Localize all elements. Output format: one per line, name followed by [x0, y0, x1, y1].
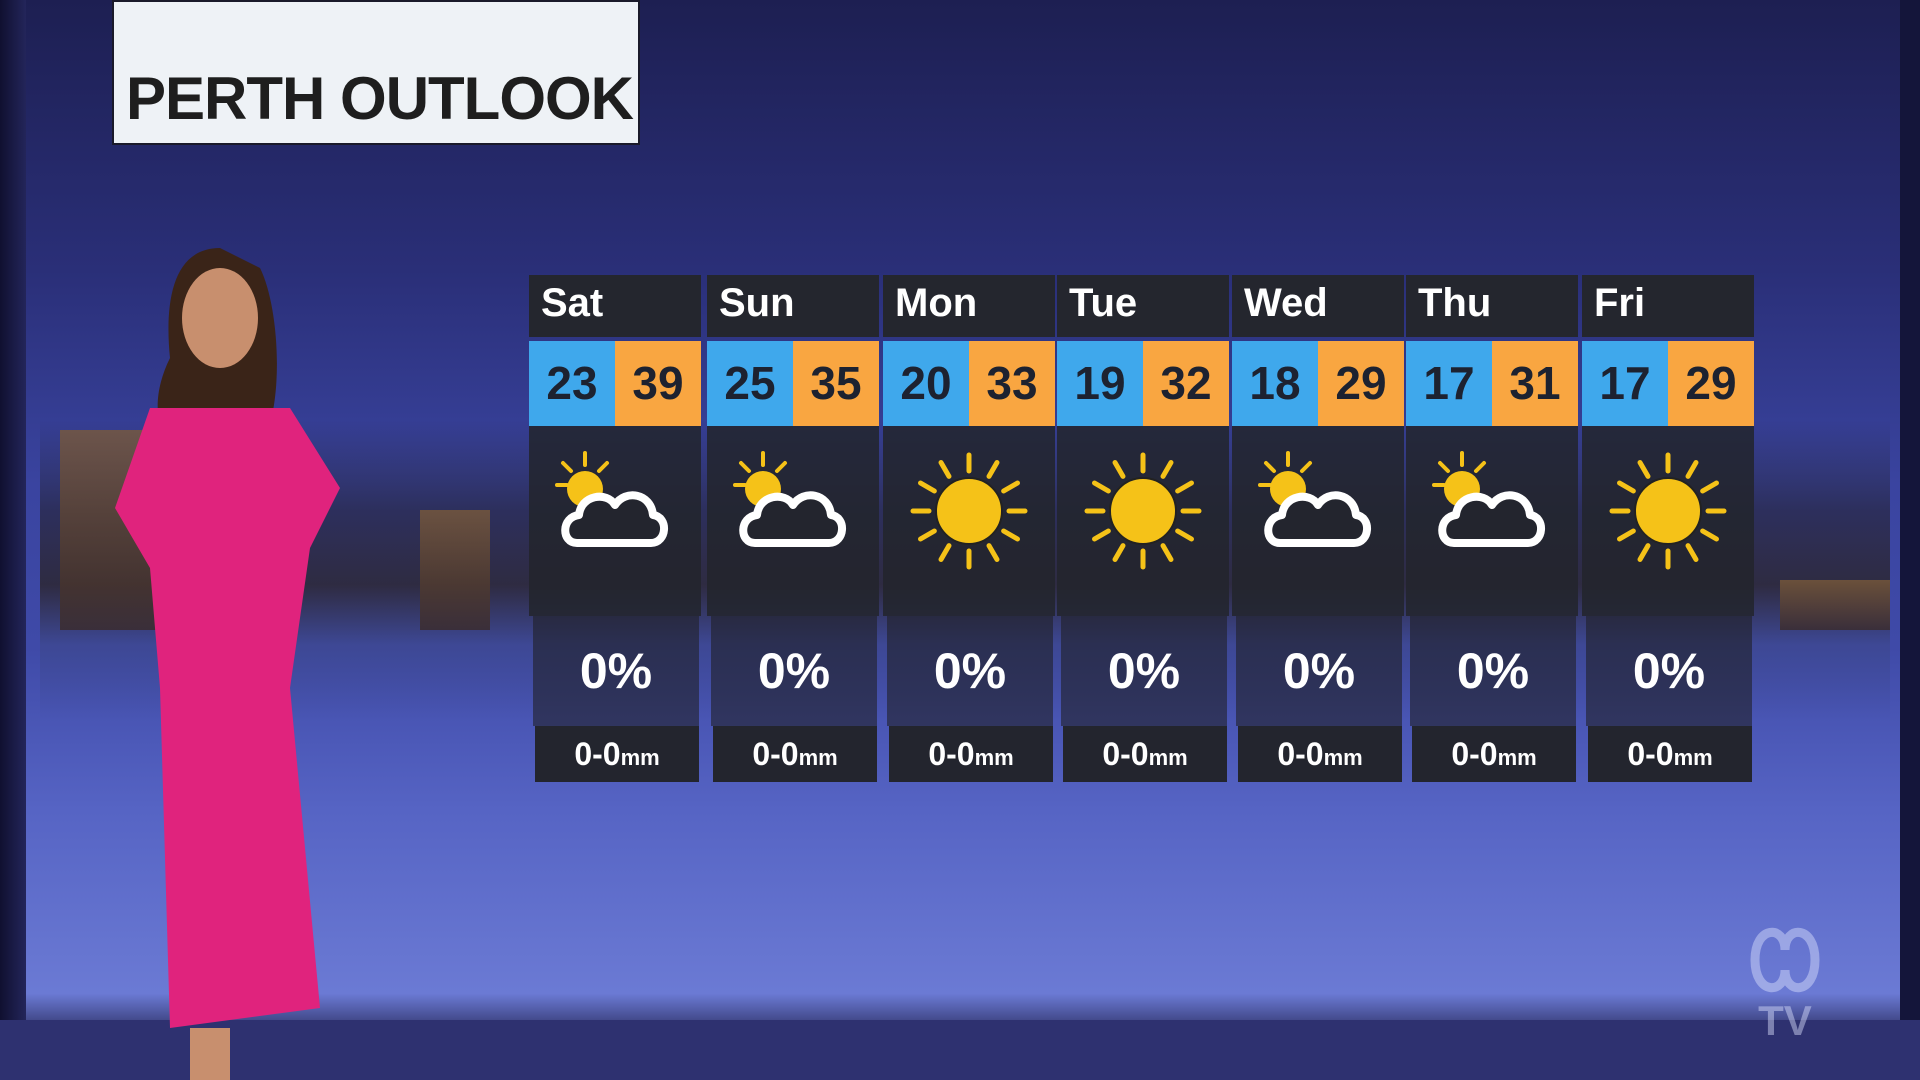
title-panel: PERTH OUTLOOK [112, 0, 640, 145]
day-label: Sat [529, 275, 701, 337]
rain-unit: mm [974, 745, 1014, 770]
sun-icon [1582, 426, 1754, 616]
min-temp: 18 [1232, 341, 1318, 426]
rain-amount: 0-0mm [1238, 726, 1402, 782]
rain-amount-value: 0-0 [752, 736, 799, 772]
rain-unit: mm [1673, 745, 1713, 770]
rain-chance: 0% [1586, 616, 1752, 726]
rain-amount-value: 0-0 [1627, 736, 1674, 772]
sun-icon [1057, 426, 1229, 616]
svg-text:TV: TV [1758, 997, 1812, 1040]
partly-cloudy-icon [1232, 426, 1404, 616]
max-temp: 29 [1318, 341, 1404, 426]
rain-chance: 0% [887, 616, 1053, 726]
rain-unit: mm [798, 745, 838, 770]
rain-amount-value: 0-0 [1277, 736, 1324, 772]
min-temp: 25 [707, 341, 793, 426]
day-label: Sun [707, 275, 879, 337]
rain-unit: mm [1323, 745, 1363, 770]
rain-chance: 0% [1410, 616, 1576, 726]
day-label: Fri [1582, 275, 1754, 337]
max-temp: 31 [1492, 341, 1578, 426]
sun-icon [883, 426, 1055, 616]
rain-amount: 0-0mm [713, 726, 877, 782]
rain-amount: 0-0mm [889, 726, 1053, 782]
partly-cloudy-icon [707, 426, 879, 616]
rain-amount-value: 0-0 [1102, 736, 1149, 772]
forecast-card-mon: Mon 20 33 0% 0-0mm [883, 275, 1055, 782]
rain-chance: 0% [533, 616, 699, 726]
studio-wall-edge [1900, 0, 1920, 1080]
rain-chance: 0% [1061, 616, 1227, 726]
studio-wall-edge [0, 0, 26, 1080]
rain-amount: 0-0mm [535, 726, 699, 782]
page-title: PERTH OUTLOOK [126, 65, 634, 132]
day-label: Mon [883, 275, 1055, 337]
max-temp: 32 [1143, 341, 1229, 426]
forecast-card-thu: Thu 17 31 0% 0-0mm [1406, 275, 1578, 782]
forecast-card-wed: Wed 18 29 0% 0-0mm [1232, 275, 1404, 782]
min-temp: 23 [529, 341, 615, 426]
max-temp: 29 [1668, 341, 1754, 426]
rain-unit: mm [620, 745, 660, 770]
day-label: Thu [1406, 275, 1578, 337]
rain-unit: mm [1497, 745, 1537, 770]
rain-amount-value: 0-0 [928, 736, 975, 772]
max-temp: 33 [969, 341, 1055, 426]
forecast-card-sun: Sun 25 35 0% 0-0mm [707, 275, 879, 782]
studio-floor [0, 1020, 1920, 1080]
forecast-card-fri: Fri 17 29 0% 0-0mm [1582, 275, 1754, 782]
rain-chance: 0% [1236, 616, 1402, 726]
rain-amount: 0-0mm [1063, 726, 1227, 782]
day-label: Wed [1232, 275, 1404, 337]
min-temp: 17 [1582, 341, 1668, 426]
max-temp: 35 [793, 341, 879, 426]
rain-unit: mm [1148, 745, 1188, 770]
presenter-figure [115, 248, 340, 1080]
day-label: Tue [1057, 275, 1229, 337]
rain-amount: 0-0mm [1588, 726, 1752, 782]
partly-cloudy-icon [529, 426, 701, 616]
rain-amount: 0-0mm [1412, 726, 1576, 782]
rain-amount-value: 0-0 [574, 736, 621, 772]
partly-cloudy-icon [1406, 426, 1578, 616]
rain-chance: 0% [711, 616, 877, 726]
abc-tv-logo: TV [1750, 928, 1820, 1040]
min-temp: 17 [1406, 341, 1492, 426]
forecast-card-sat: Sat 23 39 0% 0-0mm [529, 275, 701, 782]
max-temp: 39 [615, 341, 701, 426]
rain-amount-value: 0-0 [1451, 736, 1498, 772]
min-temp: 19 [1057, 341, 1143, 426]
min-temp: 20 [883, 341, 969, 426]
forecast-card-tue: Tue 19 32 0% 0-0mm [1057, 275, 1229, 782]
